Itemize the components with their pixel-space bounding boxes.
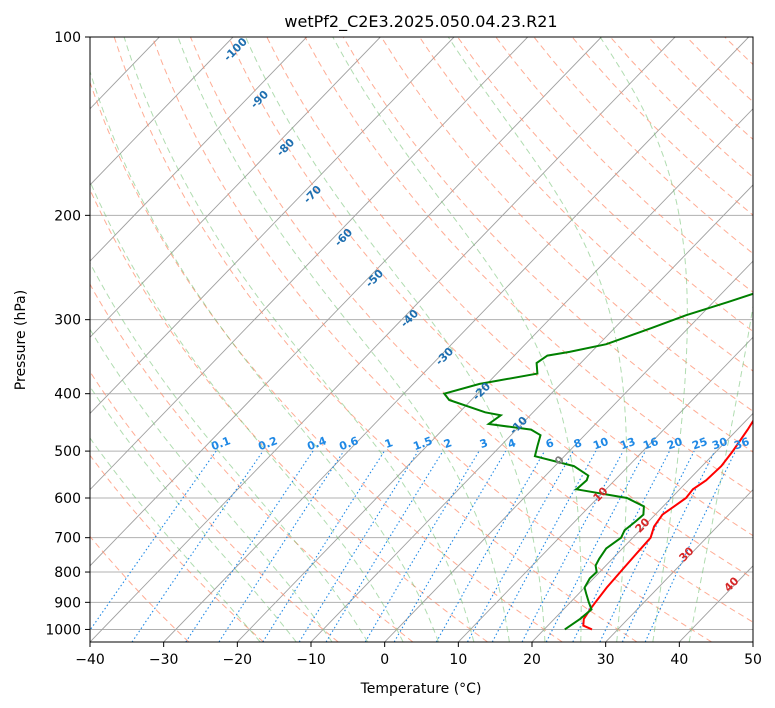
isotherm-line	[90, 37, 676, 642]
mixing-ratio-label: 1	[383, 436, 395, 451]
mixing-ratio-line	[131, 450, 264, 642]
isotherm-line	[752, 641, 753, 642]
dry-adiabat-line	[457, 37, 753, 333]
moist-adiabat-line	[90, 261, 369, 642]
moist-adiabat-line	[245, 37, 546, 642]
isotherm-line	[90, 37, 234, 186]
x-tick-label: 0	[380, 652, 389, 668]
y-tick-label: 1000	[45, 622, 81, 638]
mixing-ratio-label: 0.4	[305, 434, 328, 453]
isotherm-line	[237, 108, 753, 642]
mixing-ratio-label: 1.5	[411, 434, 434, 453]
mixing-ratio-line	[325, 450, 444, 642]
mixing-ratio-label: 0.6	[337, 434, 360, 453]
moist-adiabat-line	[177, 37, 510, 642]
mixing-ratio-label: 10	[591, 435, 610, 453]
y-tick-label: 700	[54, 531, 81, 547]
dry-adiabat-line	[190, 37, 753, 623]
y-tick-label: 800	[54, 565, 81, 581]
mixing-ratio-line	[467, 450, 574, 642]
moist-adiabat-line	[447, 37, 628, 642]
y-axis-label: Pressure (hPa)	[13, 290, 29, 390]
mixing-ratio-line	[572, 450, 670, 642]
mixing-ratio-line	[521, 450, 624, 642]
x-axis-label: Temperature (°C)	[360, 681, 482, 697]
isotherm-line	[90, 37, 455, 415]
x-tick-label: −20	[223, 652, 253, 668]
moist-adiabat-line	[90, 385, 297, 642]
isotherm-line	[384, 260, 753, 642]
x-tick-label: −10	[296, 652, 326, 668]
mixing-ratio-label: 6	[544, 436, 556, 451]
mixing-ratio-label: 13	[618, 435, 637, 452]
mixing-ratio-line	[491, 450, 597, 642]
grid-lines	[0, 37, 753, 642]
mixing-ratio-line	[218, 450, 345, 642]
x-tick-label: −30	[149, 652, 179, 668]
dry-adiabat-line	[90, 80, 563, 642]
x-tick-label: 20	[523, 652, 541, 668]
isotherm-line	[90, 37, 529, 491]
axes: −40 −30 −20 −10 0 10 20 30 40 5010020030040050060…	[45, 30, 762, 668]
thermo-guides	[90, 37, 775, 642]
moist-adiabat-line	[90, 437, 261, 642]
y-tick-label: 400	[54, 387, 81, 403]
mixing-ratio-label: 30	[710, 435, 729, 453]
isotherm-line	[90, 37, 308, 262]
temperature-profile-line	[582, 419, 753, 631]
dry-adiabat-line	[113, 37, 638, 642]
isotherm-line	[90, 37, 602, 567]
dry-adiabat-line	[90, 370, 339, 642]
mixing-ratio-line	[599, 450, 695, 642]
dry-adiabat-line	[495, 37, 753, 293]
dewpoint-profile-line	[442, 292, 753, 631]
mixing-ratio-label: 3	[478, 436, 490, 451]
dry-adiabat-line	[763, 37, 775, 642]
x-tick-label: −40	[75, 652, 105, 668]
isotherm-line	[605, 488, 753, 642]
moist-adiabat-line	[332, 37, 582, 642]
moist-adiabat-line	[599, 37, 688, 642]
moist-adiabat-line	[90, 328, 333, 642]
y-tick-label: 900	[54, 595, 81, 611]
mixing-ratio-label: 20	[665, 435, 684, 453]
isotherm-line	[458, 336, 753, 642]
mixing-ratio-line	[90, 450, 217, 632]
x-tick-label: 50	[744, 652, 762, 668]
isotherm-line	[531, 412, 753, 642]
y-tick-label: 300	[54, 313, 81, 329]
y-tick-label: 600	[54, 491, 81, 507]
x-tick-label: 40	[670, 652, 688, 668]
profile-lines	[442, 292, 753, 631]
x-tick-label: 30	[597, 652, 615, 668]
isotherm-line	[90, 37, 381, 338]
dry-adiabat-line	[90, 188, 488, 642]
x-tick-label: 10	[449, 652, 467, 668]
mixing-ratio-label: 16	[641, 435, 660, 453]
y-tick-label: 200	[54, 208, 81, 224]
mixing-ratio-label: 25	[690, 435, 709, 452]
mixing-ratio-label: 0.1	[209, 434, 232, 453]
mixing-ratio-label: 4	[506, 436, 518, 451]
isotherm-line	[163, 37, 750, 642]
moist-adiabat-line	[688, 303, 753, 642]
dry-adiabat-line	[90, 283, 414, 642]
mixing-ratio-line	[435, 450, 546, 642]
mixing-ratio-label: 2	[442, 436, 454, 451]
mixing-ratio-line	[185, 450, 314, 642]
isotherm-line	[0, 37, 12, 642]
mixing-ratio-label: 8	[572, 436, 584, 451]
mixing-ratio-label: 0.2	[256, 434, 279, 453]
y-tick-label: 500	[54, 444, 81, 460]
chart-title: wetPf2_C2E3.2025.050.04.23.R21	[284, 12, 557, 32]
mixing-ratio-line	[262, 450, 385, 642]
y-tick-label: 100	[54, 30, 81, 46]
dry-adiabat-line	[90, 454, 264, 642]
moist-adiabat-line	[90, 69, 439, 642]
mixing-ratio-label: 36	[732, 435, 751, 453]
plot-frame	[89, 36, 754, 643]
moist-adiabat-line	[123, 37, 475, 642]
plot-background	[90, 37, 753, 642]
